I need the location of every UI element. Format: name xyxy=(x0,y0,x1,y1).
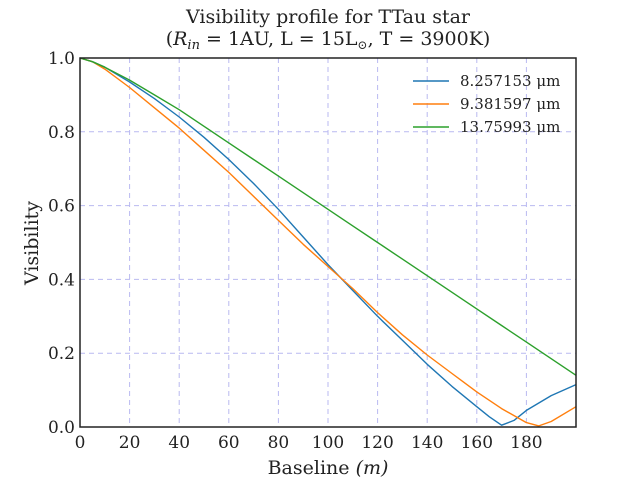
x-axis-label-text: Baseline xyxy=(268,457,350,479)
legend-label-2: 9.381597 μm xyxy=(460,95,560,113)
series-line-3 xyxy=(79,57,577,376)
x-tick-label-60: 60 xyxy=(218,433,240,453)
x-tick-label-160: 160 xyxy=(461,433,493,453)
x-tick-label-20: 20 xyxy=(119,433,141,453)
title-r: R xyxy=(172,28,187,50)
title-in: in xyxy=(187,38,200,53)
x-ticks: 0 20 40 60 80 100 120 140 160 180 xyxy=(75,433,543,453)
x-tick-label-0: 0 xyxy=(75,433,86,453)
plot-frame xyxy=(79,57,577,428)
x-tick-label-140: 140 xyxy=(411,433,443,453)
y-tick-label-0.2: 0.2 xyxy=(48,344,75,364)
y-tick-label-0.4: 0.4 xyxy=(48,270,75,290)
title-r-eq: = 1AU, L = 15L xyxy=(200,28,358,50)
legend: 8.257153 μm 9.381597 μm 13.75993 μm xyxy=(413,72,560,136)
x-tick-label-180: 180 xyxy=(510,433,542,453)
title-sun: ⊙ xyxy=(358,38,368,52)
grid xyxy=(79,57,576,428)
chart-title-line1: Visibility profile for TTau star xyxy=(185,6,471,28)
y-ticks: 0.0 0.2 0.4 0.6 0.8 1.0 xyxy=(48,49,75,438)
legend-label-3: 13.75993 μm xyxy=(460,118,560,136)
x-axis-label: Baseline (m) xyxy=(268,457,389,479)
x-tick-label-40: 40 xyxy=(168,433,190,453)
chart-title-line2: (Rin = 1AU, L = 15L⊙, T = 3900K) xyxy=(166,28,491,53)
title-rest: , T = 3900K) xyxy=(368,28,491,50)
legend-label-1: 8.257153 μm xyxy=(460,72,560,90)
series-lines xyxy=(79,57,577,427)
y-tick-label-0.6: 0.6 xyxy=(48,197,75,217)
x-axis-label-unit: (m) xyxy=(356,457,389,479)
y-tick-label-0.0: 0.0 xyxy=(48,418,75,438)
x-tick-label-80: 80 xyxy=(268,433,290,453)
series-line-2 xyxy=(79,57,577,427)
title-open: ( xyxy=(166,28,173,50)
x-tick-label-120: 120 xyxy=(361,433,393,453)
y-tick-label-1.0: 1.0 xyxy=(48,49,75,69)
y-tick-label-0.8: 0.8 xyxy=(48,123,75,143)
y-axis-label: Visibility xyxy=(21,201,43,286)
x-tick-label-100: 100 xyxy=(312,433,344,453)
